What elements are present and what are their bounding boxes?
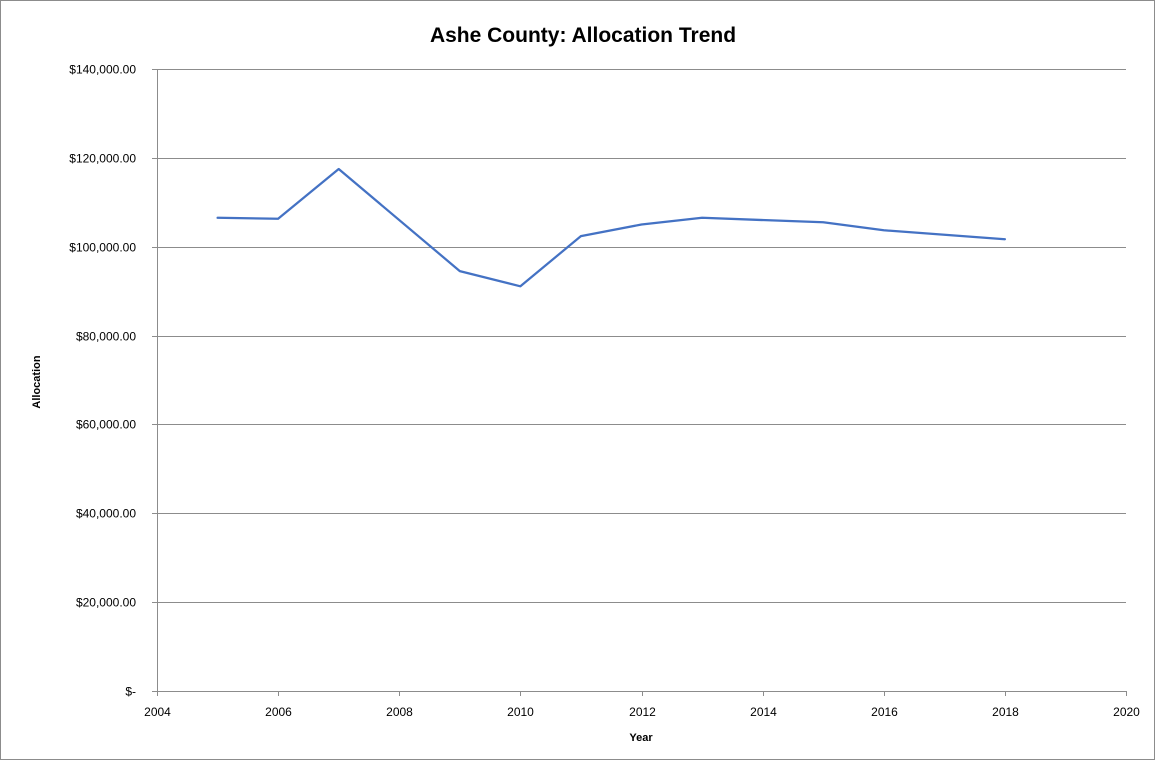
y-tick-label: $80,000.00	[76, 330, 136, 344]
y-tick-label: $40,000.00	[76, 507, 136, 521]
x-tick-label: 2018	[992, 705, 1019, 719]
x-tick-label: 2016	[871, 705, 898, 719]
x-tick-label: 2020	[1113, 705, 1140, 719]
x-tick-label: 2004	[144, 705, 171, 719]
y-tick-label: $140,000.00	[69, 63, 136, 77]
axes: $- $20,000.00 $40,000.00 $60,000.00 $80,000.…	[69, 63, 1140, 720]
y-tick-label: $60,000.00	[76, 418, 136, 432]
y-tick-label: $120,000.00	[69, 152, 136, 166]
x-tick-label: 2014	[750, 705, 777, 719]
chart-title: Ashe County: Allocation Trend	[430, 24, 736, 47]
y-axis-title: Allocation	[31, 355, 43, 408]
x-tick-label: 2012	[629, 705, 656, 719]
x-tick-label: 2008	[386, 705, 413, 719]
x-tick-label: 2010	[507, 705, 534, 719]
gridlines	[157, 69, 1126, 603]
x-tick-label: 2006	[265, 705, 292, 719]
y-tick-label: $-	[125, 685, 136, 699]
y-tick-label: $100,000.00	[69, 241, 136, 255]
series-layer	[216, 167, 1007, 288]
series-line	[216, 167, 1007, 288]
x-axis-title: Year	[629, 732, 653, 744]
y-tick-label: $20,000.00	[76, 596, 136, 610]
